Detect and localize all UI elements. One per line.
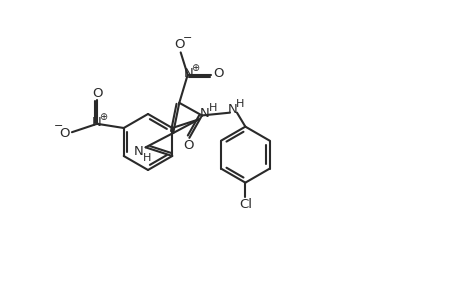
Text: N: N <box>184 67 193 80</box>
Text: −: − <box>183 33 192 43</box>
Text: N: N <box>228 103 237 116</box>
Text: O: O <box>92 86 102 100</box>
Text: −: − <box>54 121 63 131</box>
Text: O: O <box>213 67 223 80</box>
Text: H: H <box>143 153 151 163</box>
Text: ⊕: ⊕ <box>99 112 107 122</box>
Text: N: N <box>91 116 101 129</box>
Text: H: H <box>235 99 244 109</box>
Text: O: O <box>60 127 70 140</box>
Text: N: N <box>134 146 144 158</box>
Text: O: O <box>183 139 193 152</box>
Text: ⊕: ⊕ <box>190 63 198 73</box>
Text: Cl: Cl <box>238 198 252 211</box>
Text: O: O <box>174 38 185 51</box>
Text: N: N <box>199 107 209 120</box>
Text: H: H <box>208 103 217 112</box>
